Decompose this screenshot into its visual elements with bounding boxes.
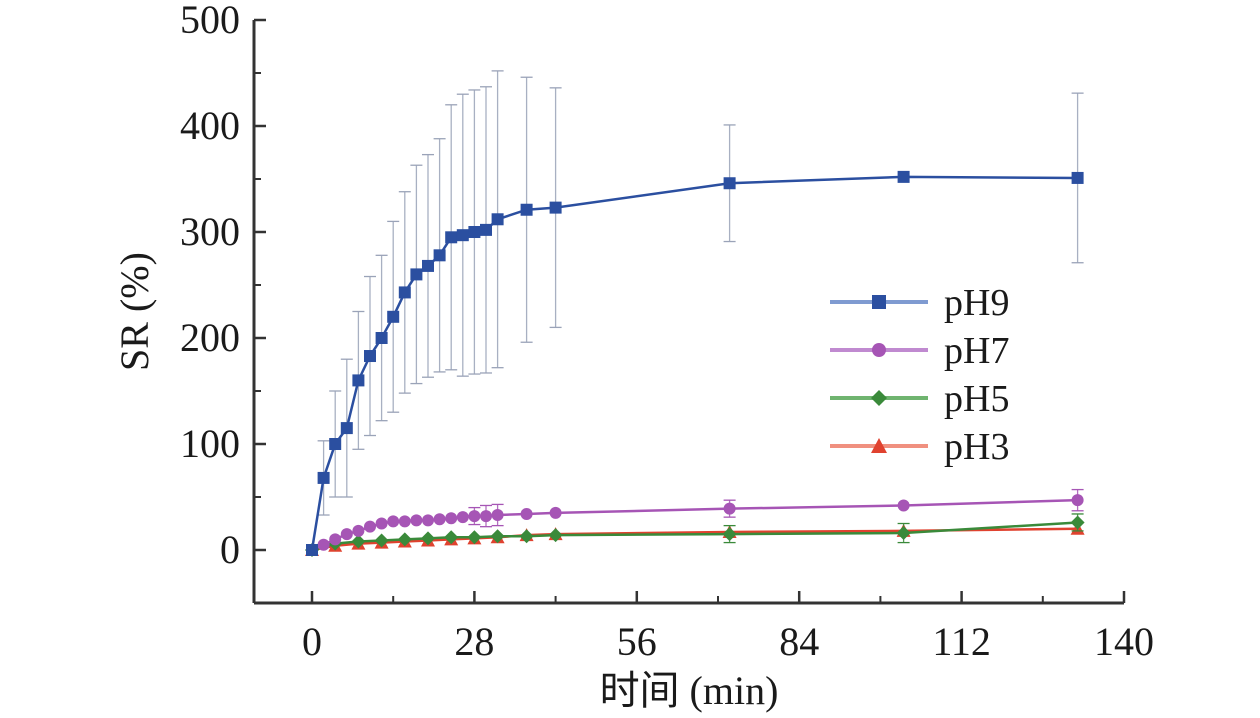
- x-tick-label: 56: [617, 619, 657, 664]
- data-point-ph7: [422, 514, 434, 527]
- legend-item-ph9: pH9: [830, 282, 1009, 324]
- data-point-ph9: [398, 286, 411, 299]
- series-ph9: [306, 70, 1084, 556]
- data-point-ph7: [480, 510, 492, 523]
- data-point-ph9: [445, 231, 458, 244]
- data-point-ph9: [491, 213, 504, 226]
- data-point-ph7: [352, 524, 365, 537]
- y-tick-label: 300: [180, 209, 240, 254]
- data-point-ph5: [490, 529, 505, 544]
- data-point-ph7: [491, 509, 504, 522]
- legend-item-ph7: pH7: [830, 330, 1009, 372]
- data-point-ph5: [896, 526, 911, 541]
- data-point-ph5: [1070, 515, 1085, 530]
- legend-label: pH3: [944, 426, 1009, 468]
- data-point-ph7: [445, 512, 458, 525]
- data-point-ph5: [548, 528, 563, 543]
- y-tick-label: 100: [180, 421, 240, 466]
- data-point-ph9: [549, 201, 562, 214]
- legend-item-ph5: pH5: [830, 378, 1009, 420]
- data-point-ph7: [317, 538, 330, 551]
- y-tick-label: 0: [220, 527, 240, 572]
- data-point-ph9: [480, 223, 492, 236]
- data-point-ph9: [433, 249, 446, 262]
- data-point-ph9: [387, 310, 400, 323]
- data-point-ph5: [351, 534, 366, 549]
- legend-label: pH5: [944, 378, 1009, 420]
- data-point-ph9: [352, 374, 365, 387]
- data-point-ph7: [410, 514, 423, 527]
- legend: pH9 pH7 pH5 pH3: [830, 282, 1009, 468]
- data-point-ph9: [422, 259, 434, 272]
- data-point-ph7: [329, 533, 342, 546]
- legend-item-ph3: pH3: [830, 426, 1009, 468]
- series-ph7: [306, 488, 1084, 556]
- x-tick-label: 84: [779, 619, 819, 664]
- legend-marker: [872, 295, 886, 309]
- data-point-ph9: [456, 229, 469, 242]
- legend-label: pH9: [944, 282, 1009, 324]
- data-point-ph7: [468, 510, 481, 523]
- x-tick-label: 112: [932, 619, 991, 664]
- legend-marker: [871, 438, 887, 453]
- data-point-ph5: [519, 529, 534, 544]
- data-point-ph7: [456, 511, 469, 524]
- data-point-ph7: [375, 517, 388, 530]
- legend-marker: [871, 390, 887, 406]
- data-point-ph5: [397, 532, 412, 547]
- data-point-ph5: [374, 533, 389, 548]
- x-tick-label: 0: [302, 619, 322, 664]
- data-point-ph5: [467, 530, 482, 545]
- data-point-ph9: [364, 350, 376, 363]
- legend-label: pH7: [944, 330, 1009, 372]
- y-tick-label: 500: [180, 0, 240, 42]
- data-point-ph7: [340, 528, 353, 541]
- series-ph5: [305, 513, 1085, 557]
- data-point-ph9: [520, 203, 533, 216]
- y-tick-label: 400: [180, 103, 240, 148]
- data-point-ph5: [444, 530, 459, 545]
- y-tick-label: 200: [180, 315, 240, 360]
- y-axis-title: SR (%): [112, 252, 157, 371]
- data-point-ph7: [520, 507, 533, 520]
- x-tick-label: 140: [1094, 619, 1154, 664]
- x-axis-title: 时间 (min): [600, 668, 779, 713]
- x-tick-label: 28: [454, 619, 494, 664]
- data-point-ph9: [723, 177, 736, 190]
- data-point-ph9: [317, 471, 330, 484]
- data-point-ph7: [398, 515, 411, 528]
- data-point-ph5: [421, 531, 435, 546]
- data-point-ph7: [723, 502, 736, 515]
- data-point-ph9: [340, 422, 353, 435]
- data-point-ph9: [410, 268, 423, 281]
- data-point-ph9: [897, 170, 910, 183]
- data-point-ph9: [306, 544, 318, 556]
- data-point-ph7: [387, 515, 400, 528]
- data-point-ph9: [329, 438, 342, 450]
- y-axis-ticks: 0 100 200 300 400 500: [180, 0, 266, 572]
- data-point-ph9: [375, 332, 388, 344]
- data-point-ph9: [468, 226, 481, 238]
- legend-marker: [872, 343, 886, 357]
- data-point-ph7: [364, 520, 376, 533]
- data-point-ph7: [1071, 494, 1084, 507]
- data-point-ph5: [722, 527, 737, 542]
- plot-area: [305, 70, 1085, 557]
- x-axis-ticks: 0 28 56 84 112 140: [302, 591, 1154, 664]
- data-point-ph7: [549, 506, 562, 519]
- data-point-ph7: [897, 499, 910, 512]
- data-point-ph7: [433, 513, 446, 526]
- data-point-ph9: [1071, 171, 1084, 184]
